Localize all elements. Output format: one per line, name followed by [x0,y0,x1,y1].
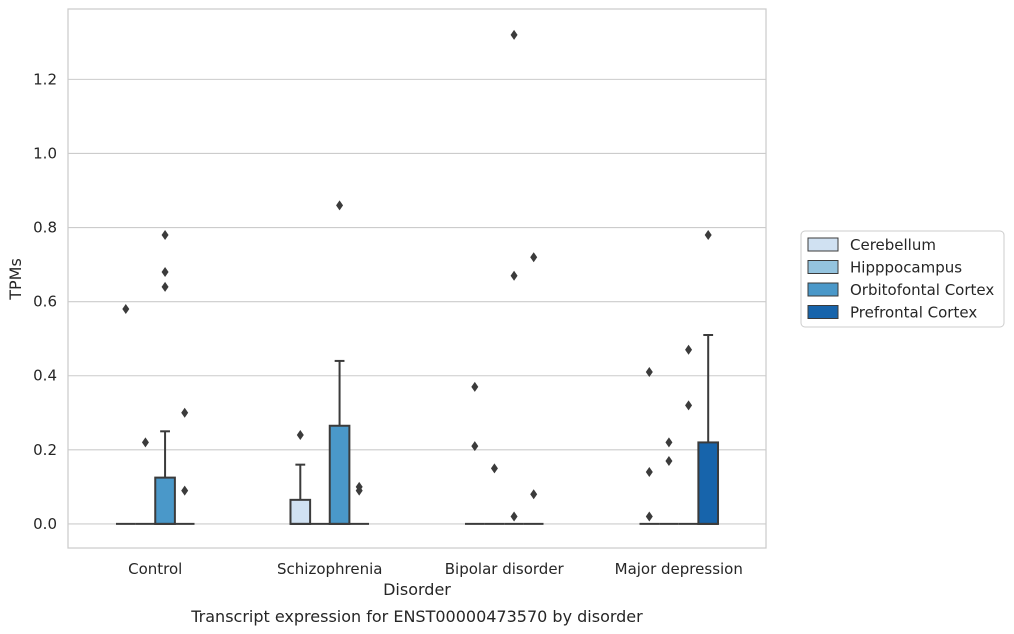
box-iqr [328,424,351,525]
plot-area-frame [67,8,767,549]
legend-label: Orbitofontal Cortex [850,281,994,299]
y-tick-label: 0.4 [33,367,57,385]
box-orbitofontal-cortex-3 [678,344,699,525]
outlier-point [645,367,653,378]
legend-label: Cerebellum [850,236,936,254]
outlier-point [685,400,693,411]
legend-label: Prefrontal Cortex [850,304,977,322]
legend-swatch [807,237,839,252]
y-tick-label: 0.0 [33,515,57,533]
outlier-point [141,437,149,448]
legend-swatch [807,260,839,274]
outlier-point [530,489,538,500]
legend-label: Hipppocampus [850,259,962,277]
box-cerebellum-1 [289,430,312,525]
outlier-point [161,267,169,278]
outlier-point [685,344,693,355]
legend-swatch [807,282,839,297]
y-tick-label: 1.2 [33,70,57,88]
box-iqr [697,441,720,525]
legend: Cerebellum Hipppocampus Orbitofontal Corte… [800,230,1005,328]
y-tick-label: 0.2 [33,441,57,459]
box-cerebellum-0 [115,304,136,525]
outlier-point [471,441,479,452]
box-series [115,29,720,525]
outlier-point [161,229,169,240]
outlier-point [704,229,712,240]
y-tick-label: 0.8 [33,219,57,237]
box-prefrontal-cortex-0 [174,407,195,525]
outlier-point [530,252,538,263]
box-cerebellum-3 [639,367,660,525]
outlier-point [161,281,169,292]
box-iqr [289,498,312,525]
outlier-point [665,437,673,448]
x-tick-label: Schizophrenia [277,560,382,578]
box-prefrontal-cortex-2 [523,252,544,525]
box-hipppocampus-0 [135,437,156,525]
outlier-point [645,511,653,522]
outlier-point [296,430,304,441]
outlier-point [665,455,673,466]
x-tick-label: Major depression [615,560,743,578]
box-hipppocampus-3 [659,437,679,525]
outlier-point [471,381,479,392]
outlier-point [355,485,363,496]
outlier-point [510,511,518,522]
box-prefrontal-cortex-1 [349,481,370,525]
y-axis-label: TPMs [6,258,25,301]
x-axis-ticks: Control Schizophrenia Bipolar disorder Majo… [128,560,743,578]
y-tick-label: 1.0 [33,144,57,162]
outlier-point [490,463,498,474]
chart-title: Transcript expression for ENST0000047357… [190,607,643,626]
outlier-point [181,407,189,418]
x-tick-label: Control [128,560,182,578]
outlier-point [336,200,344,211]
x-tick-label: Bipolar disorder [445,560,565,578]
outlier-point [510,270,518,281]
box-orbitofontal-cortex-0 [154,229,176,525]
outlier-point [645,467,653,478]
box-hipppocampus-2 [484,463,505,525]
box-orbitofontal-cortex-1 [328,200,351,525]
legend-frame [800,230,1005,328]
box-iqr [154,476,176,525]
y-tick-label: 0.6 [33,293,57,311]
outlier-point [510,29,518,40]
x-axis-label: Disorder [383,580,451,599]
legend-swatch [807,305,839,319]
y-axis-ticks: 0.0 0.2 0.4 0.6 0.8 1.0 1.2 [33,70,57,533]
box-prefrontal-cortex-3 [697,229,720,525]
box-cerebellum-2 [464,381,485,525]
outlier-point [181,485,189,496]
grid-lines [68,78,766,525]
box-orbitofontal-cortex-2 [504,29,524,525]
outlier-point [122,304,130,315]
